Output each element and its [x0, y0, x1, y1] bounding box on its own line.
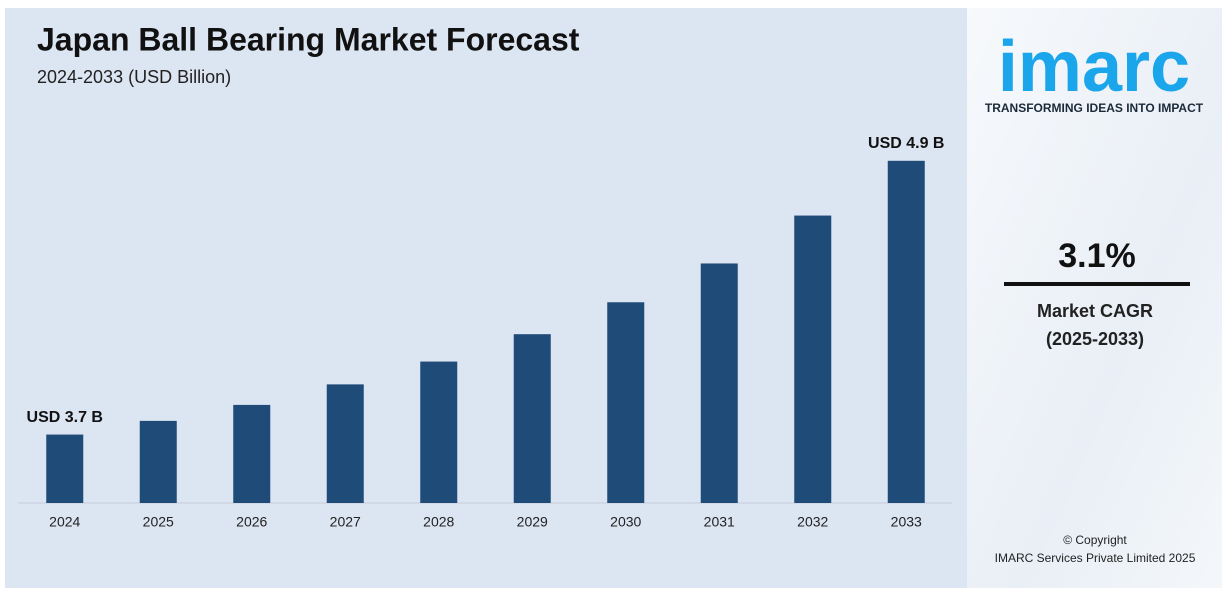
bar: [794, 215, 832, 503]
x-tick-label: 2024: [49, 514, 80, 530]
cagr-period: (2025-2033): [1046, 329, 1144, 349]
copyright: © Copyright: [1063, 533, 1127, 547]
x-tick-label: 2031: [704, 514, 735, 530]
tagline: TRANSFORMING IDEAS INTO IMPACT: [985, 101, 1204, 115]
bar: [887, 160, 925, 503]
x-tick-label: 2033: [891, 514, 922, 530]
bar: [513, 334, 551, 503]
side-panel: [967, 8, 1222, 588]
bar: [700, 263, 738, 503]
chart-title: Japan Ball Bearing Market Forecast: [37, 21, 580, 57]
bar: [46, 434, 84, 503]
x-tick-label: 2032: [797, 514, 828, 530]
bar: [233, 404, 271, 503]
logo: imarc: [998, 27, 1190, 107]
bar: [139, 420, 177, 503]
bar: [420, 361, 458, 503]
cagr-value: 3.1%: [1058, 237, 1136, 275]
value-label: USD 4.9 B: [868, 135, 944, 152]
x-tick-label: 2027: [330, 514, 361, 530]
company: IMARC Services Private Limited 2025: [995, 551, 1196, 565]
bar: [607, 302, 645, 503]
bar: [326, 384, 364, 503]
x-tick-label: 2026: [236, 514, 267, 530]
x-tick-label: 2030: [610, 514, 641, 530]
chart-subtitle: 2024-2033 (USD Billion): [37, 67, 231, 87]
cagr-label: Market CAGR: [1037, 301, 1153, 321]
x-tick-label: 2025: [143, 514, 174, 530]
x-tick-label: 2028: [423, 514, 454, 530]
value-label: USD 3.7 B: [27, 409, 103, 426]
x-tick-label: 2029: [517, 514, 548, 530]
